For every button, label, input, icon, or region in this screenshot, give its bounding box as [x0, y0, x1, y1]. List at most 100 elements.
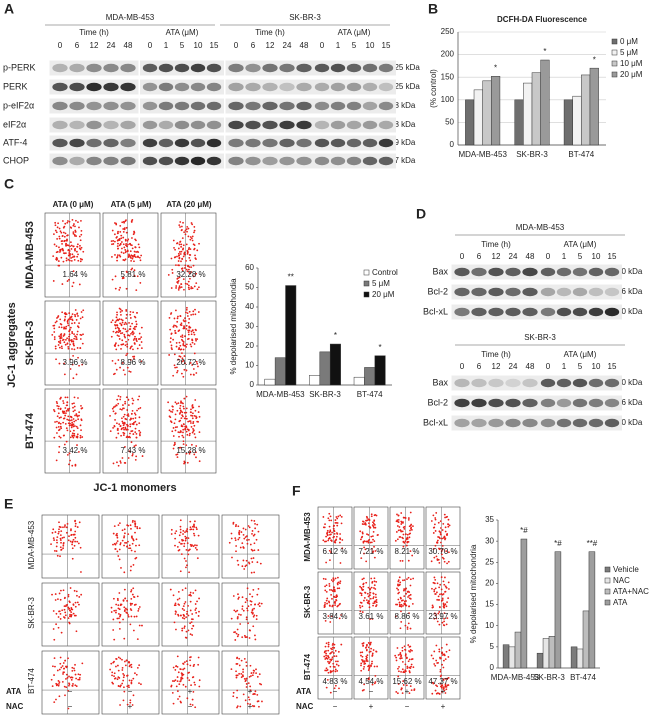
event-dot: [60, 541, 62, 544]
event-dot: [122, 426, 125, 429]
event-dot: [334, 600, 336, 603]
event-dot: [123, 674, 126, 677]
event-dot: [70, 529, 72, 532]
event-dot: [54, 221, 57, 224]
event-dot: [190, 408, 192, 411]
event-dot: [122, 327, 125, 330]
event-dot: [187, 286, 190, 289]
event-dot: [244, 528, 247, 531]
event-dot: [258, 705, 260, 708]
label: 100: [441, 95, 455, 104]
label: B: [428, 1, 438, 17]
event-dot: [135, 615, 138, 618]
event-dot: [257, 549, 260, 551]
event-dot: [436, 620, 439, 623]
label: 50: [245, 283, 254, 292]
event-dot: [191, 525, 194, 528]
event-dot: [66, 676, 69, 679]
event-dot: [51, 593, 53, 596]
event-dot: [252, 671, 255, 674]
event-dot: [53, 243, 56, 246]
event-dot: [65, 325, 68, 328]
event-dot: [170, 528, 173, 531]
event-dot: [66, 418, 69, 421]
event-dot: [184, 264, 187, 267]
event-dot: [116, 255, 119, 258]
event-dot: [246, 607, 248, 610]
event-dot: [191, 634, 194, 636]
event-dot: [129, 547, 132, 550]
blot-band: [471, 418, 487, 428]
event-dot: [128, 328, 131, 331]
event-dot: [241, 542, 244, 545]
event-dot: [74, 225, 76, 228]
event-dot: [441, 621, 444, 624]
event-dot: [240, 659, 243, 662]
event-dot: [193, 433, 196, 435]
event-dot: [438, 548, 441, 551]
label: NAC: [296, 702, 314, 711]
event-dot: [141, 455, 144, 457]
event-dot: [67, 346, 70, 348]
event-dot: [237, 538, 240, 541]
event-dot: [73, 589, 76, 592]
blot-band: [471, 307, 487, 317]
event-dot: [64, 222, 67, 225]
event-dot: [130, 536, 133, 538]
event-dot: [335, 538, 338, 541]
event-dot: [124, 344, 127, 347]
event-dot: [59, 230, 62, 233]
event-dot: [398, 583, 401, 586]
event-dot: [362, 585, 365, 588]
label: Time (h): [79, 28, 109, 37]
event-dot: [231, 556, 233, 559]
event-dot: [433, 650, 436, 653]
label: 10 μM: [620, 59, 643, 68]
event-dot: [176, 255, 178, 258]
event-dot: [255, 614, 258, 617]
label: ATA (0 μM): [53, 200, 94, 209]
event-dot: [340, 516, 343, 518]
event-dot: [125, 659, 128, 662]
event-dot: [365, 660, 368, 662]
event-dot: [371, 547, 373, 550]
event-dot: [441, 553, 443, 556]
event-dot: [444, 516, 446, 519]
event-dot: [176, 369, 179, 372]
event-dot: [325, 669, 328, 672]
event-dot: [190, 333, 193, 336]
event-dot: [54, 321, 57, 324]
event-dot: [135, 251, 138, 253]
event-dot: [74, 536, 77, 539]
event-dot: [124, 258, 127, 261]
event-dot: [363, 552, 365, 555]
event-dot: [80, 311, 83, 313]
event-dot: [130, 257, 132, 259]
event-dot: [58, 668, 61, 671]
label: ATA (5 μM): [111, 200, 152, 209]
label: % depolarised mitochondria: [469, 544, 478, 643]
event-dot: [122, 415, 125, 418]
event-dot: [332, 527, 335, 530]
event-dot: [332, 577, 335, 580]
blot-band: [296, 82, 312, 92]
event-dot: [130, 332, 132, 335]
blot-band: [228, 101, 244, 111]
event-dot: [172, 427, 175, 429]
event-dot: [136, 311, 138, 314]
event-dot: [131, 331, 134, 334]
event-dot: [132, 677, 135, 680]
event-dot: [120, 427, 123, 430]
event-dot: [370, 577, 373, 580]
event-dot: [66, 396, 69, 399]
event-dot: [177, 590, 180, 593]
event-dot: [58, 435, 61, 438]
event-dot: [59, 318, 62, 321]
event-dot: [71, 218, 74, 221]
event-dot: [74, 522, 77, 525]
event-dot: [195, 607, 197, 610]
event-dot: [399, 596, 402, 599]
event-dot: [71, 313, 74, 315]
event-dot: [230, 668, 233, 670]
event-dot: [137, 243, 140, 246]
